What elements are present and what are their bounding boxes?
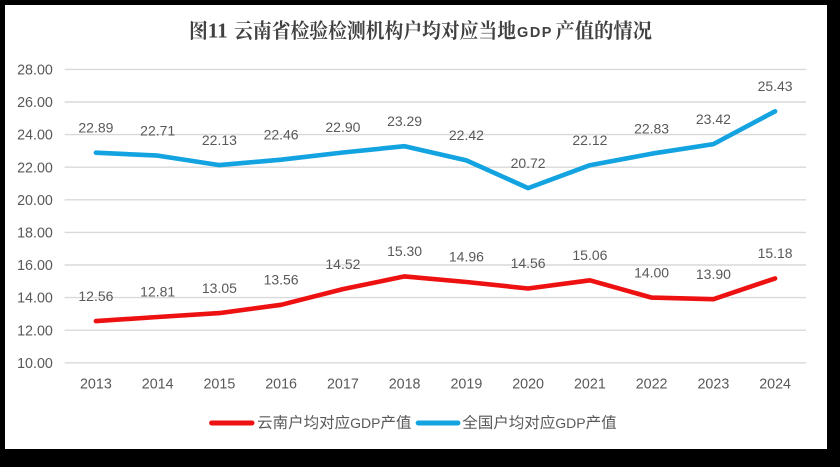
svg-text:GDP: GDP — [517, 25, 553, 41]
svg-text:20.00: 20.00 — [17, 193, 53, 209]
svg-text:22.71: 22.71 — [140, 122, 175, 138]
svg-text:28.00: 28.00 — [17, 63, 53, 79]
svg-text:10.00: 10.00 — [17, 356, 53, 372]
svg-text:2016: 2016 — [265, 376, 297, 392]
svg-text:2019: 2019 — [450, 376, 482, 392]
svg-text:2022: 2022 — [636, 376, 668, 392]
svg-text:26.00: 26.00 — [17, 95, 53, 111]
svg-text:14.96: 14.96 — [449, 249, 484, 265]
svg-text:2024: 2024 — [759, 376, 791, 392]
svg-text:2023: 2023 — [697, 376, 729, 392]
svg-text:2017: 2017 — [327, 376, 359, 392]
svg-text:12.81: 12.81 — [140, 284, 175, 300]
svg-text:22.83: 22.83 — [634, 120, 669, 136]
svg-text:15.30: 15.30 — [387, 243, 422, 259]
svg-text:2020: 2020 — [512, 376, 544, 392]
svg-text:20.72: 20.72 — [511, 155, 546, 171]
svg-text:13.90: 13.90 — [696, 266, 731, 282]
svg-text:15.18: 15.18 — [758, 245, 793, 261]
svg-text:14.52: 14.52 — [325, 256, 360, 272]
svg-text:22.42: 22.42 — [449, 127, 484, 143]
svg-text:15.06: 15.06 — [572, 247, 607, 263]
svg-text:23.42: 23.42 — [696, 111, 731, 127]
svg-text:13.56: 13.56 — [264, 272, 299, 288]
svg-text:12.00: 12.00 — [17, 323, 53, 339]
svg-text:22.89: 22.89 — [78, 119, 113, 135]
svg-text:2021: 2021 — [574, 376, 606, 392]
svg-text:2015: 2015 — [203, 376, 235, 392]
svg-text:14.00: 14.00 — [17, 291, 53, 307]
svg-text:2013: 2013 — [80, 376, 112, 392]
svg-text:22.46: 22.46 — [264, 126, 299, 142]
svg-text:22.13: 22.13 — [202, 132, 237, 148]
svg-text:GDP: GDP — [555, 415, 585, 431]
svg-text:11: 11 — [208, 19, 228, 43]
svg-text:14.00: 14.00 — [634, 264, 669, 280]
svg-text:16.00: 16.00 — [17, 258, 53, 274]
svg-text:12.56: 12.56 — [78, 288, 113, 304]
svg-text:25.43: 25.43 — [758, 78, 793, 94]
svg-text:2018: 2018 — [389, 376, 421, 392]
svg-text:GDP: GDP — [350, 415, 380, 431]
svg-text:2014: 2014 — [142, 376, 174, 392]
svg-text:23.29: 23.29 — [387, 113, 422, 129]
svg-text:22.00: 22.00 — [17, 160, 53, 176]
svg-text:24.00: 24.00 — [17, 128, 53, 144]
svg-text:13.05: 13.05 — [202, 280, 237, 296]
svg-text:18.00: 18.00 — [17, 226, 53, 242]
svg-text:22.12: 22.12 — [572, 132, 607, 148]
svg-text:22.90: 22.90 — [325, 119, 360, 135]
svg-text:14.56: 14.56 — [511, 255, 546, 271]
